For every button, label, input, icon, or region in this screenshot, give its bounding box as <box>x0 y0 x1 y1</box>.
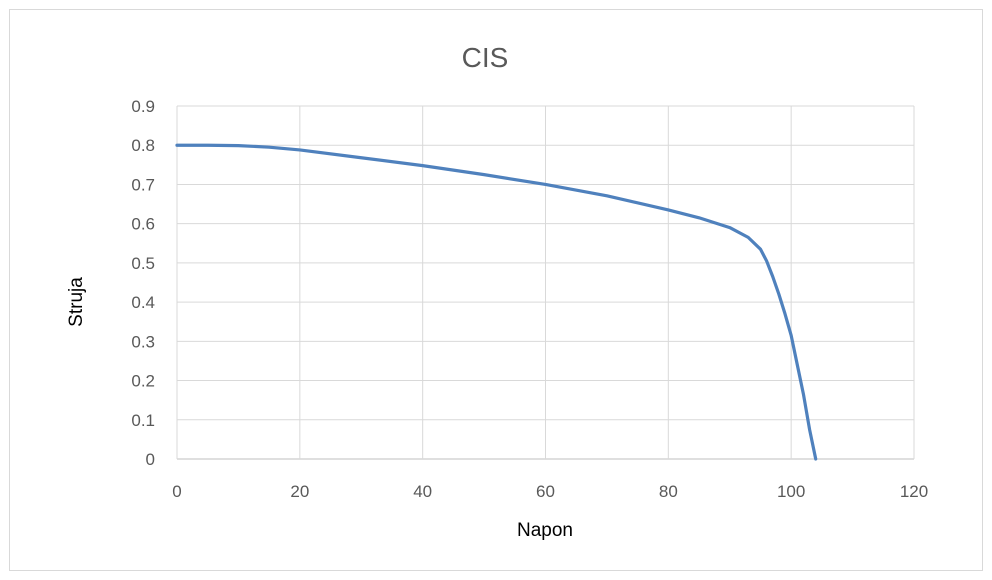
x-tick-label: 80 <box>659 482 678 501</box>
x-tick-label: 60 <box>536 482 555 501</box>
series-line <box>175 143 818 461</box>
x-tick-label: 20 <box>290 482 309 501</box>
y-axis-title: Struja <box>66 277 87 327</box>
chart-frame <box>9 9 983 571</box>
y-tick-label: 0 <box>146 450 155 469</box>
x-axis-ticks: 0 20 40 60 80 100 120 <box>172 482 928 501</box>
y-tick-label: 0.4 <box>131 293 155 312</box>
y-tick-label: 0.6 <box>131 215 155 234</box>
chart-title: CIS <box>462 42 509 73</box>
y-tick-label: 0.7 <box>131 175 155 194</box>
x-tick-label: 40 <box>413 482 432 501</box>
x-axis-title: Napon <box>517 520 573 541</box>
gridlines <box>176 105 915 460</box>
y-axis-ticks: 0 0.1 0.2 0.3 0.4 0.5 0.6 0.7 0.8 0.9 <box>131 97 155 469</box>
y-tick-label: 0.2 <box>131 372 155 391</box>
y-tick-label: 0.8 <box>131 136 155 155</box>
x-tick-label: 120 <box>900 482 928 501</box>
y-tick-label: 0.1 <box>131 411 155 430</box>
y-tick-label: 0.9 <box>131 97 155 116</box>
y-tick-label: 0.5 <box>131 254 155 273</box>
y-tick-label: 0.3 <box>131 332 155 351</box>
x-tick-label: 0 <box>172 482 181 501</box>
x-tick-label: 100 <box>777 482 805 501</box>
series-group <box>175 143 818 461</box>
